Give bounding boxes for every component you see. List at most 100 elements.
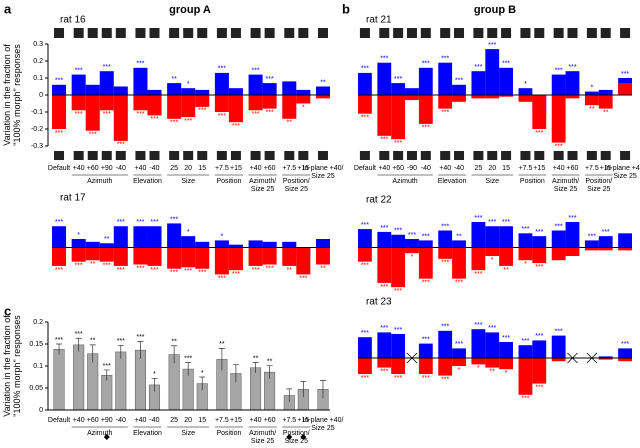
significance: **	[90, 338, 96, 345]
stimulus-icon	[317, 28, 328, 38]
bar	[52, 226, 67, 248]
stimulus-icon	[183, 28, 194, 38]
error-bar	[199, 376, 206, 391]
x-tick-label: +90	[101, 417, 113, 424]
x-tick-label: 15	[198, 165, 206, 172]
group-label: Size	[181, 178, 195, 185]
bar	[358, 229, 372, 248]
bar	[52, 247, 67, 266]
significance: ***	[361, 66, 369, 73]
significance: ***	[75, 67, 83, 74]
x-tick-label: +15	[230, 165, 242, 172]
bar	[391, 95, 406, 140]
bar	[167, 95, 182, 119]
significance: ***	[361, 330, 369, 337]
significance: ***	[441, 376, 449, 383]
bar	[438, 247, 453, 259]
x-tick-label: 25	[170, 165, 178, 172]
stimulus-icon	[73, 28, 84, 38]
bar	[248, 95, 263, 111]
significance: ***	[568, 64, 576, 71]
significance: *	[187, 229, 190, 236]
y-tick-label: 0.2	[33, 319, 43, 326]
stimulus-icon	[406, 151, 417, 160]
significance: ***	[441, 223, 449, 230]
bar	[532, 247, 547, 264]
stimulus-icon	[520, 151, 531, 160]
significance: ***	[266, 109, 274, 116]
bar	[499, 358, 513, 370]
error-bar	[266, 365, 273, 379]
stimulus-icon	[298, 28, 309, 38]
error-bar	[137, 341, 144, 359]
significance: ***	[55, 78, 63, 85]
significance: ***	[621, 71, 629, 78]
stimulus-icon	[567, 28, 578, 38]
stimulus-icon	[420, 151, 431, 160]
significance: ***	[361, 222, 369, 229]
stimulus-icon	[317, 151, 328, 160]
bar	[377, 231, 392, 248]
bar	[438, 95, 453, 109]
significance: **	[267, 358, 273, 365]
significance: ***	[380, 225, 388, 232]
significance: ***	[394, 288, 402, 295]
bar	[418, 343, 433, 358]
bar	[471, 71, 486, 95]
x-tick-label: 15	[502, 165, 510, 172]
x-tick-label: Default	[48, 165, 70, 172]
bar	[262, 95, 277, 109]
bar	[296, 95, 311, 104]
significance: *	[187, 81, 190, 88]
stimulus-icon	[501, 151, 512, 160]
significance: **	[603, 109, 609, 116]
significance: ***	[455, 341, 463, 348]
bar	[485, 332, 500, 358]
error-bar	[218, 348, 225, 371]
bar	[551, 74, 566, 95]
diamond	[300, 434, 307, 440]
bar	[85, 247, 100, 261]
bar	[195, 241, 210, 248]
bar	[53, 349, 65, 411]
bar	[532, 358, 547, 384]
bar	[499, 342, 513, 358]
x-tick-label: -40	[116, 165, 126, 172]
significance: *	[221, 233, 224, 240]
significance: ***	[488, 219, 496, 226]
bar	[358, 72, 372, 95]
significance: ***	[521, 396, 529, 403]
stimulus-icon	[600, 28, 611, 38]
bar	[377, 62, 392, 95]
bar	[147, 226, 162, 248]
bar	[99, 247, 114, 262]
group-label: Position	[520, 178, 545, 185]
stimulus-icon	[197, 28, 208, 38]
significance: *	[491, 257, 494, 264]
bar	[518, 95, 533, 102]
bar	[485, 358, 500, 368]
error-bar	[185, 362, 192, 376]
bar	[618, 358, 632, 362]
significance: ***	[103, 363, 111, 370]
significance: ***	[555, 223, 563, 230]
significance: **	[320, 79, 326, 86]
significance: ***	[521, 226, 529, 233]
stimulus-icon	[284, 28, 295, 38]
significance: ***	[75, 111, 83, 118]
stimulus-icon	[216, 28, 227, 38]
bar	[452, 348, 466, 358]
significance: ***	[394, 76, 402, 83]
bar	[248, 240, 263, 248]
stimulus-icon	[567, 151, 578, 160]
group-label: Azimuth	[87, 178, 112, 185]
stimulus-icon	[101, 151, 112, 160]
bar	[438, 358, 453, 376]
significance: ***	[555, 67, 563, 74]
bar	[551, 230, 566, 248]
stimulus-icon	[169, 151, 180, 160]
stimulus-icon	[501, 28, 512, 38]
stimulus-icon	[454, 28, 465, 38]
y-tick-label: 0.2	[33, 58, 43, 65]
